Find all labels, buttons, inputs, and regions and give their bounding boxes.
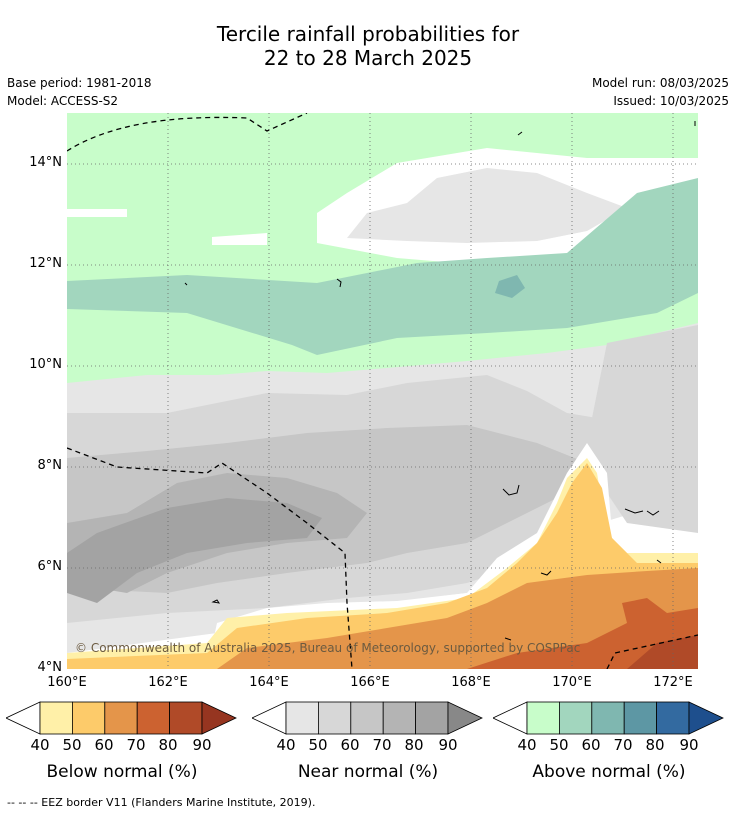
island-marker xyxy=(504,637,512,641)
base-period: Base period: 1981-2018 xyxy=(7,76,152,90)
near-normal-east-region xyxy=(587,325,698,533)
colorbar-near-normal xyxy=(252,701,483,735)
colorbar-cell xyxy=(72,701,106,735)
tick-label: 80 xyxy=(158,736,178,754)
map-title-line1: Tercile rainfall probabilities for xyxy=(216,22,520,46)
below-normal-80-patch xyxy=(627,635,698,669)
lon-label-162e: 162°E xyxy=(148,675,188,690)
islands xyxy=(184,121,696,641)
lon-label-170e: 170°E xyxy=(552,675,592,690)
eez-border-southeast xyxy=(606,634,698,669)
island-marker xyxy=(502,484,520,496)
tick-label: 90 xyxy=(438,736,458,754)
colorbar-cell xyxy=(318,701,352,735)
colorbar-cell xyxy=(559,701,593,735)
below-normal-70-band xyxy=(467,598,698,669)
colorbar-cell xyxy=(104,701,138,735)
colorbar-cell xyxy=(39,701,73,735)
map-title-line2: 22 to 28 March 2025 xyxy=(263,46,473,70)
colorbar-above-title: Above normal (%) xyxy=(532,762,686,782)
lat-label-4n: 4°N xyxy=(37,660,63,675)
colorbar-cell xyxy=(350,701,384,735)
model-name: Model: ACCESS-S2 xyxy=(7,94,119,108)
tick-label: 70 xyxy=(372,736,392,754)
eez-border-west xyxy=(67,447,353,669)
above-normal-white-strip-west xyxy=(67,209,127,217)
eez-footnote: -- -- -- EEZ border V11 (Flanders Marine… xyxy=(7,796,316,809)
colorbar-above-low-arrow xyxy=(493,701,528,735)
tick-label: 50 xyxy=(549,736,569,754)
tick-label: 60 xyxy=(581,736,601,754)
colorbar-cell xyxy=(136,701,170,735)
colorbar-near-low-arrow xyxy=(252,701,287,735)
tick-label: 40 xyxy=(30,736,50,754)
colorbar-near-title: Near normal (%) xyxy=(297,762,439,782)
island-marker xyxy=(656,559,662,564)
above-normal-50-band xyxy=(67,178,698,355)
below-normal-60-band xyxy=(67,568,698,669)
colorbar-near-high-arrow xyxy=(447,701,483,735)
lat-label-8n: 8°N xyxy=(37,458,63,473)
near-normal-50-island-north xyxy=(347,168,627,243)
tick-label: 50 xyxy=(62,736,82,754)
lat-label-6n: 6°N xyxy=(37,559,63,574)
tick-label: 80 xyxy=(645,736,665,754)
model-run: Model run: 08/03/2025 xyxy=(591,76,729,90)
tick-label: 90 xyxy=(192,736,212,754)
colorbar-above-high-arrow xyxy=(688,701,724,735)
island-marker xyxy=(624,508,660,516)
gridlines xyxy=(67,113,698,669)
above-normal-60-patch xyxy=(495,275,525,298)
eez-border-north xyxy=(67,113,308,152)
tick-label: 90 xyxy=(679,736,699,754)
near-normal-80-patch xyxy=(67,498,322,603)
lat-label-14n: 14°N xyxy=(29,155,62,170)
eez-borders xyxy=(67,113,698,669)
lon-label-166e: 166°E xyxy=(350,675,390,690)
tick-label: 50 xyxy=(308,736,328,754)
island-marker xyxy=(517,131,523,136)
colorbar-cell xyxy=(526,701,560,735)
lon-label-164e: 164°E xyxy=(249,675,289,690)
tick-label: 70 xyxy=(613,736,633,754)
island-marker xyxy=(211,599,221,604)
island-marker xyxy=(336,278,342,288)
colorbar-cell xyxy=(623,701,657,735)
lon-label-172e: 172°E xyxy=(653,675,693,690)
colorbar-cell xyxy=(285,701,319,735)
colorbar-cell xyxy=(169,701,203,735)
copyright-notice: © Commonwealth of Australia 2025, Bureau… xyxy=(75,641,581,655)
tick-label: 40 xyxy=(276,736,296,754)
colorbar-cell xyxy=(591,701,625,735)
colorbar-below-normal xyxy=(6,701,237,735)
tick-label: 60 xyxy=(340,736,360,754)
colorbar-below-low-arrow xyxy=(6,701,41,735)
issued-date: Issued: 10/03/2025 xyxy=(613,94,729,108)
lon-label-168e: 168°E xyxy=(451,675,491,690)
colorbar-below-title: Below normal (%) xyxy=(46,762,198,782)
tick-label: 60 xyxy=(94,736,114,754)
above-normal-white-strip xyxy=(212,233,267,245)
colorbar-below-high-arrow xyxy=(201,701,237,735)
island-marker xyxy=(184,282,188,286)
tick-label: 80 xyxy=(404,736,424,754)
colorbar-cell xyxy=(656,701,690,735)
colorbar-above-normal xyxy=(493,701,724,735)
lat-label-10n: 10°N xyxy=(29,357,62,372)
colorbar-cell xyxy=(415,701,449,735)
lat-label-12n: 12°N xyxy=(29,256,62,271)
probability-map xyxy=(67,113,698,669)
colorbar-cell xyxy=(382,701,416,735)
island-marker xyxy=(540,570,552,576)
tick-label: 70 xyxy=(126,736,146,754)
tick-label: 40 xyxy=(517,736,537,754)
lon-label-160e: 160°E xyxy=(47,675,87,690)
